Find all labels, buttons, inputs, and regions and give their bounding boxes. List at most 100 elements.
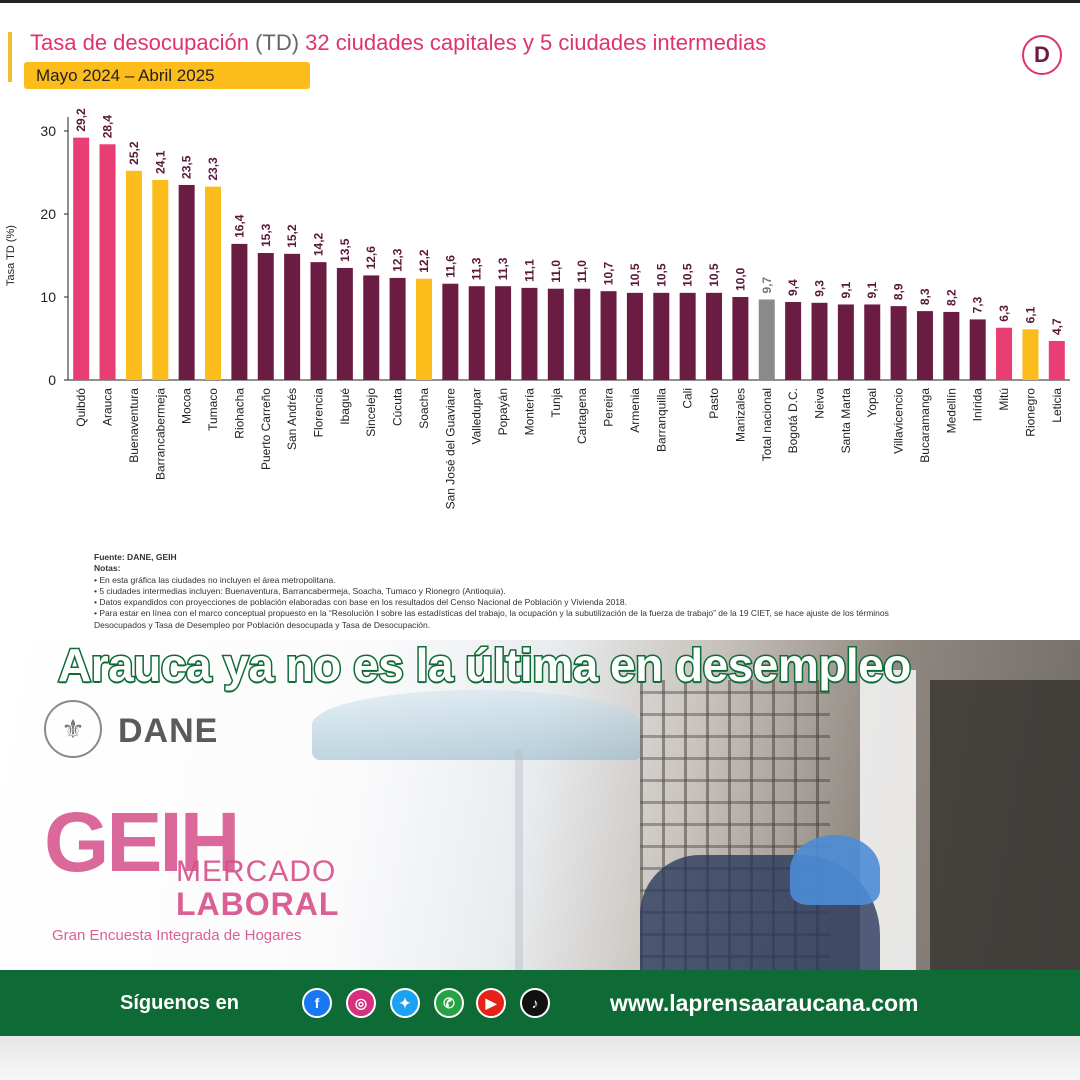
x-tick-label: Tunja xyxy=(549,388,563,418)
bar xyxy=(152,179,169,380)
bar xyxy=(890,306,907,380)
bar xyxy=(837,304,854,380)
bar xyxy=(468,286,485,380)
data-label: 9,1 xyxy=(839,281,853,298)
bar xyxy=(547,288,564,380)
instagram-icon[interactable]: ◎ xyxy=(346,988,376,1018)
x-tick-label: San José del Guaviare xyxy=(443,388,457,510)
bar xyxy=(310,262,327,380)
x-tick-label: Total nacional xyxy=(760,388,774,461)
period-badge: Mayo 2024 – Abril 2025 xyxy=(24,62,310,89)
bar xyxy=(785,301,802,380)
mercado-label: MERCADO xyxy=(176,855,337,888)
x-tick-label: Ibagué xyxy=(338,388,352,425)
bar xyxy=(205,186,222,380)
data-label: 12,3 xyxy=(391,248,405,272)
x-tick-label: Armenia xyxy=(628,388,642,433)
bar xyxy=(943,311,960,380)
x-tick-label: Cartagena xyxy=(575,388,589,444)
umbrella-pole xyxy=(515,750,523,970)
bar xyxy=(574,288,591,380)
geih-tagline: Gran Encuesta Integrada de Hogares xyxy=(52,927,302,944)
bar xyxy=(178,184,195,380)
x-tick-label: Barrancabermeja xyxy=(153,388,167,480)
footer-bar: Síguenos en f ◎ ✦ ✆ ▶ ♪ www.laprensaaraucana.… xyxy=(0,970,1080,1036)
data-label: 10,0 xyxy=(733,267,747,291)
data-label: 9,1 xyxy=(865,281,879,298)
welding-helmet xyxy=(790,835,880,905)
data-label: 9,7 xyxy=(760,276,774,293)
data-label: 11,3 xyxy=(496,257,510,280)
x-tick-label: Medellín xyxy=(944,388,958,433)
x-tick-label: Riohacha xyxy=(232,388,246,439)
x-tick-label: San Andrés xyxy=(285,388,299,450)
bar xyxy=(442,283,459,380)
data-label: 6,1 xyxy=(1023,306,1037,323)
chart-title: Tasa de desocupación (TD) 32 ciudades ca… xyxy=(30,30,767,55)
data-label: 24,1 xyxy=(153,150,167,174)
bar xyxy=(732,297,749,380)
website-link[interactable]: www.laprensaaraucana.com xyxy=(610,990,919,1016)
bar xyxy=(1048,340,1065,380)
x-tick-label: Leticia xyxy=(1050,388,1064,423)
title-accent-bar xyxy=(8,32,12,82)
data-label: 15,2 xyxy=(285,224,299,248)
dane-logo-icon: D xyxy=(1022,35,1062,75)
data-label: 8,2 xyxy=(944,289,958,306)
data-label: 10,5 xyxy=(628,263,642,287)
data-label: 6,3 xyxy=(997,305,1011,322)
bar xyxy=(336,267,353,380)
data-label: 10,7 xyxy=(602,262,616,286)
data-label: 14,2 xyxy=(312,232,326,256)
whatsapp-icon[interactable]: ✆ xyxy=(434,988,464,1018)
bar xyxy=(679,292,696,380)
x-tick-label: Neiva xyxy=(813,388,827,419)
follow-label: Síguenos en xyxy=(120,992,239,1014)
data-label: 8,9 xyxy=(892,283,906,300)
bar xyxy=(521,287,538,380)
bar xyxy=(1022,329,1039,380)
x-tick-label: Soacha xyxy=(417,388,431,429)
x-tick-label: Mitú xyxy=(997,388,1011,411)
x-tick-label: Pasto xyxy=(707,388,721,419)
note-item: • 5 ciudades intermedias incluyen: Buena… xyxy=(94,585,506,596)
data-label: 12,6 xyxy=(364,246,378,270)
y-axis-label: Tasa TD (%) xyxy=(5,225,17,286)
bar xyxy=(415,278,432,380)
data-label: 12,2 xyxy=(417,249,431,273)
x-tick-label: Bogotá D.C. xyxy=(786,388,800,453)
data-label: 10,5 xyxy=(707,263,721,287)
x-tick-label: Pereira xyxy=(602,388,616,427)
bar xyxy=(363,275,380,380)
x-tick-label: Villavicencio xyxy=(892,388,906,454)
twitter-icon[interactable]: ✦ xyxy=(390,988,420,1018)
bar-chart: 0 10 20 30 Tasa TD (%) 29,2 Quibdó 28,4 Arauca 25… xyxy=(5,108,1070,510)
y-tick-label: 10 xyxy=(40,289,56,305)
bar xyxy=(969,319,986,380)
data-label: 25,2 xyxy=(127,141,141,165)
bar xyxy=(99,144,116,380)
data-label: 4,7 xyxy=(1050,318,1064,335)
umbrella-shape xyxy=(312,690,642,760)
bottom-fade xyxy=(0,1036,1080,1080)
x-tick-label: Florencia xyxy=(312,388,326,438)
data-label: 11,1 xyxy=(522,259,536,282)
x-tick-label: Montería xyxy=(522,388,536,436)
data-label: 16,4 xyxy=(232,214,246,238)
colombia-seal-icon: ⚜ xyxy=(44,700,102,758)
tiktok-icon[interactable]: ♪ xyxy=(520,988,550,1018)
data-label: 11,0 xyxy=(549,260,563,283)
x-tick-label: Cúcuta xyxy=(391,388,405,426)
data-label: 11,6 xyxy=(443,255,457,278)
facebook-icon[interactable]: f xyxy=(302,988,332,1018)
bar xyxy=(916,311,933,380)
x-tick-label: Manizales xyxy=(733,388,747,442)
youtube-icon[interactable]: ▶ xyxy=(476,988,506,1018)
bar xyxy=(706,292,723,380)
data-label: 13,5 xyxy=(338,238,352,262)
laboral-label: LABORAL xyxy=(176,886,340,922)
x-tick-label: Inírida xyxy=(971,388,985,422)
data-label: 8,3 xyxy=(918,288,932,305)
data-label: 7,3 xyxy=(971,296,985,313)
x-tick-label: Barranquilla xyxy=(654,388,668,452)
